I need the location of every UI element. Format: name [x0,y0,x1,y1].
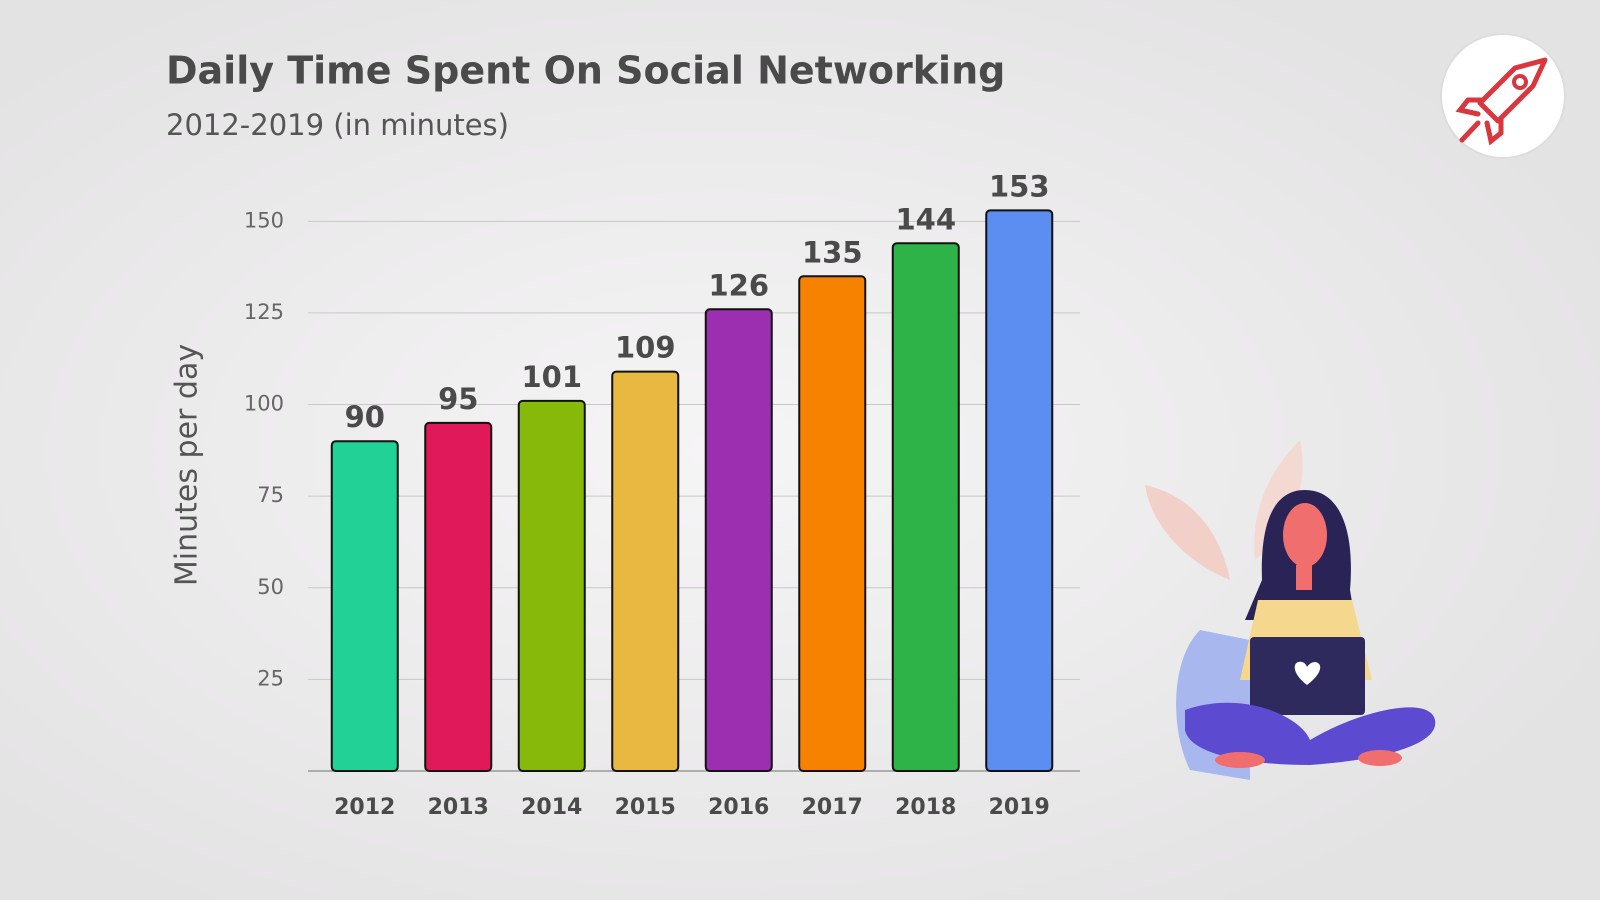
y-axis-label: Minutes per day [170,344,205,586]
x-tick-label: 2015 [615,795,676,820]
chart-subtitle: 2012-2019 (in minutes) [166,108,509,142]
x-tick-label: 2018 [895,795,956,820]
value-label: 135 [802,235,863,269]
value-label: 101 [521,360,582,394]
y-tick-label: 150 [244,208,284,232]
y-tick-label: 100 [244,392,284,416]
bar [424,421,493,772]
x-tick-label: 2016 [708,795,769,820]
x-tick-label: 2019 [989,795,1050,820]
y-tick-label: 75 [257,483,284,507]
y-tick-label: 25 [257,666,284,690]
x-tick-label: 2014 [521,795,582,820]
bar [985,209,1054,772]
illustration [1145,440,1436,780]
value-label: 109 [615,331,676,365]
bar [798,275,867,772]
value-label: 144 [895,202,956,236]
x-tick-label: 2013 [428,795,489,820]
y-tick-label: 125 [244,300,284,324]
value-label: 95 [438,382,478,416]
bar [891,242,960,772]
bar [704,308,773,772]
value-label: 153 [989,169,1050,203]
value-label: 90 [345,400,385,434]
bar [517,399,586,772]
rocket-icon [1440,33,1566,159]
value-label: 126 [708,268,769,302]
chart-title: Daily Time Spent On Social Networking [166,49,1005,93]
y-tick-label: 50 [257,575,284,599]
x-tick-label: 2012 [334,795,395,820]
bar [330,440,399,772]
x-tick-label: 2017 [802,795,863,820]
bar [611,370,680,772]
